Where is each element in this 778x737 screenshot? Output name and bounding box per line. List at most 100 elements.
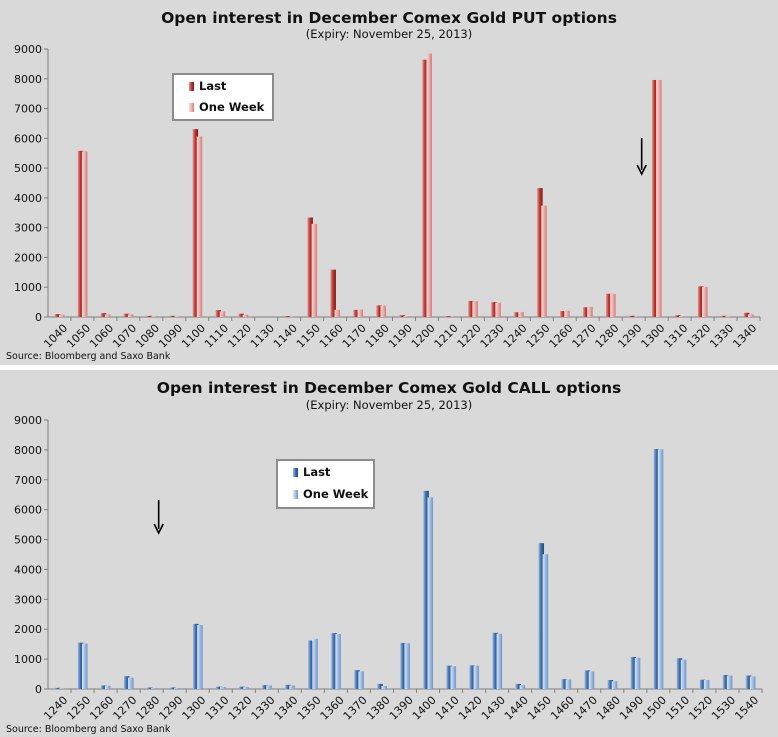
x-tick-label: 1450 xyxy=(525,694,554,723)
x-tick-label: 1500 xyxy=(640,694,669,723)
bar-one-week xyxy=(58,688,65,689)
y-tick-label: 3000 xyxy=(14,222,42,235)
legend-item-last: Last xyxy=(278,464,330,480)
x-tick-label: 1070 xyxy=(110,322,139,351)
bar-one-week xyxy=(518,311,524,317)
bar-last xyxy=(515,683,521,689)
x-tick-label: 1260 xyxy=(87,694,116,723)
y-tick-label: 6000 xyxy=(14,132,42,145)
bar-last xyxy=(123,676,130,689)
put-plot-area: 0 1000 2000 3000 4000 5000 6000 7000 8000 9000 104… xyxy=(14,43,761,351)
bar-last xyxy=(607,680,614,689)
bar-last xyxy=(331,633,337,689)
bar-one-week xyxy=(587,306,593,317)
bar-last xyxy=(628,315,635,317)
x-tick-label: 1250 xyxy=(64,694,93,723)
bar-last xyxy=(239,686,245,689)
x-tick-label: 1510 xyxy=(663,694,692,723)
bar-one-week xyxy=(519,685,526,689)
bar-last xyxy=(169,315,176,317)
x-tick-label: 1230 xyxy=(478,322,507,351)
bar-last xyxy=(745,675,752,689)
bar-last xyxy=(192,129,199,317)
bar-one-week xyxy=(657,449,664,689)
x-tick-label: 1060 xyxy=(87,322,116,351)
x-tick-label: 1320 xyxy=(226,694,255,723)
bar-one-week xyxy=(472,301,478,317)
legend-swatch-one-week xyxy=(189,102,194,112)
x-tick-label: 1350 xyxy=(295,694,324,723)
bar-one-week xyxy=(242,314,249,317)
bar-last xyxy=(445,316,451,317)
x-tick-label: 1460 xyxy=(548,694,577,723)
bar-one-week xyxy=(564,310,570,317)
bar-one-week xyxy=(358,671,364,689)
x-tick-label: 1420 xyxy=(456,694,485,723)
y-tick-label: 6000 xyxy=(14,504,42,517)
x-tick-label: 1160 xyxy=(317,322,346,351)
bar-one-week xyxy=(496,633,503,689)
bar-one-week xyxy=(749,676,756,689)
x-tick-label: 1080 xyxy=(133,322,162,351)
y-tick-label: 2000 xyxy=(14,623,42,636)
x-tick-label: 1050 xyxy=(64,322,93,351)
bar-last xyxy=(308,640,314,689)
bar-one-week xyxy=(611,681,618,689)
bar-one-week xyxy=(58,314,65,317)
bar-last xyxy=(400,642,406,689)
bar-last xyxy=(561,679,568,689)
x-tick-label: 1270 xyxy=(570,322,599,351)
bar-last xyxy=(100,313,107,317)
y-tick-label: 7000 xyxy=(14,474,42,487)
bar-last xyxy=(743,312,750,317)
y-tick-label: 0 xyxy=(35,311,42,324)
chart-legend: Last One Week xyxy=(172,73,274,121)
x-tick-label: 1150 xyxy=(294,322,323,351)
down-arrow-icon xyxy=(153,500,164,535)
y-tick-label: 8000 xyxy=(14,444,42,457)
legend-swatch-one-week xyxy=(293,489,298,499)
bar-last xyxy=(54,314,61,317)
bar-one-week xyxy=(747,314,754,317)
chart-title: Open interest in December Comex Gold CAL… xyxy=(156,379,622,397)
x-tick-label: 1410 xyxy=(433,694,462,723)
x-tick-label: 1330 xyxy=(249,694,278,723)
x-tick-label: 1240 xyxy=(501,322,530,351)
x-tick-label: 1190 xyxy=(386,322,415,351)
bar-one-week xyxy=(289,685,295,689)
y-tick-label: 8000 xyxy=(14,73,42,86)
bar-one-week xyxy=(679,316,685,317)
legend-item-one-week: One Week xyxy=(278,486,368,502)
bar-last xyxy=(376,305,382,317)
y-tick-label: 9000 xyxy=(14,414,42,427)
y-tick-label: 5000 xyxy=(14,534,42,547)
x-tick-label: 1340 xyxy=(730,322,759,351)
bar-last xyxy=(423,490,429,689)
bar-last xyxy=(146,315,153,317)
bar-last xyxy=(446,665,452,689)
x-tick-label: 1470 xyxy=(571,694,600,723)
bar-one-week xyxy=(450,666,457,689)
bar-one-week xyxy=(151,688,157,689)
bar-last xyxy=(492,632,498,689)
bar-last xyxy=(699,679,706,689)
bar-one-week xyxy=(495,302,501,317)
x-tick-label: 1100 xyxy=(179,322,208,351)
bar-last xyxy=(538,543,545,689)
x-tick-label: 1400 xyxy=(410,694,439,723)
x-tick-label: 1180 xyxy=(363,322,392,351)
bar-one-week xyxy=(610,293,616,317)
bar-last xyxy=(630,657,637,689)
bar-one-week xyxy=(105,685,111,689)
y-tick-label: 2000 xyxy=(14,251,42,264)
legend-label-one-week: One Week xyxy=(303,487,369,501)
bar-one-week xyxy=(726,675,733,689)
x-tick-label: 1290 xyxy=(156,694,185,723)
bar-one-week xyxy=(724,316,731,317)
bar-last xyxy=(54,687,61,689)
x-tick-label: 1490 xyxy=(617,694,646,723)
bar-last xyxy=(146,687,153,689)
y-tick-label: 0 xyxy=(35,683,42,696)
x-tick-label: 1140 xyxy=(271,322,300,351)
bar-last xyxy=(606,293,612,317)
